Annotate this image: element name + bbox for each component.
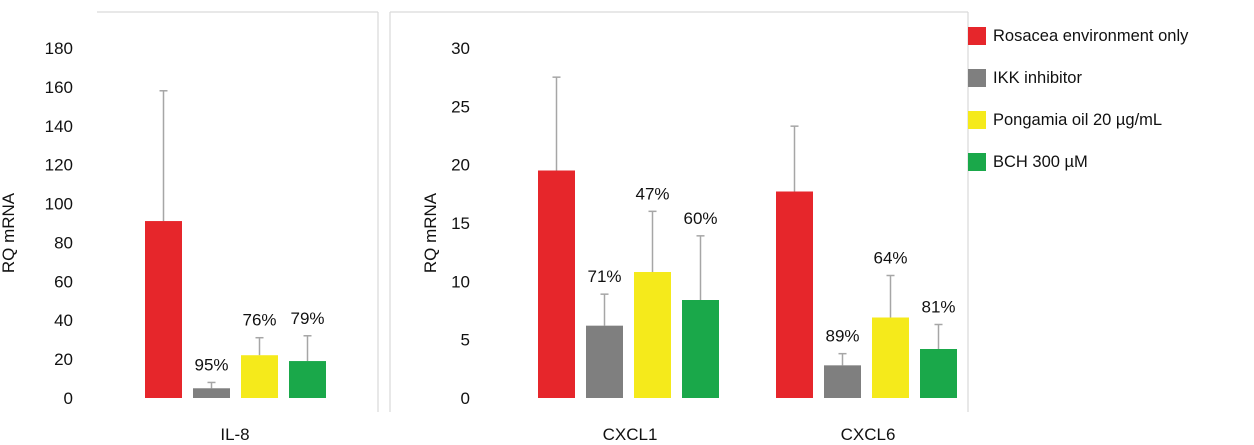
legend-swatch-pongamia <box>968 111 986 129</box>
legend-swatch-bch <box>968 153 986 171</box>
y-tick-label: 20 <box>54 350 73 369</box>
bar-bch-il-8 <box>289 361 326 398</box>
y-tick-label: 5 <box>461 331 470 350</box>
x-category-label-cxcl1: CXCL1 <box>603 425 658 444</box>
data-label-bch-cxcl6: 81% <box>921 298 955 317</box>
data-label-ikk-cxcl1: 71% <box>587 267 621 286</box>
y-tick-label: 0 <box>461 389 470 408</box>
y-tick-label: 0 <box>64 389 73 408</box>
data-label-pongamia-cxcl1: 47% <box>635 184 669 203</box>
y-tick-label: 15 <box>451 214 470 233</box>
bar-bch-cxcl1 <box>682 300 719 398</box>
y-tick-label: 100 <box>45 195 73 214</box>
data-label-ikk-il-8: 95% <box>194 355 228 374</box>
chart-panel-1: 0 20 40 60 80 100 120 140 160 180 RQ mRNA 95% 76% 79%… <box>0 39 326 444</box>
y-tick-label: 25 <box>451 97 470 116</box>
bar-rosacea-cxcl1 <box>538 170 575 398</box>
bar-pongamia-cxcl1 <box>634 272 671 398</box>
bar-bch-cxcl6 <box>920 349 957 398</box>
x-category-label-il-8: IL-8 <box>220 425 249 444</box>
y-tick-label: 160 <box>45 78 73 97</box>
y-tick-label: 40 <box>54 311 73 330</box>
chart-panel-2: 0 5 10 15 20 25 30 RQ mRNA 71% 47% 60% CXCL1 89% 64% 8… <box>421 39 957 444</box>
bar-ikk-cxcl1 <box>586 325 623 398</box>
legend-item-rosacea: Rosacea environment only <box>968 26 1252 46</box>
data-label-bch-il-8: 79% <box>290 309 324 328</box>
y-axis-label: RQ mRNA <box>421 192 440 273</box>
bar-rosacea-cxcl6 <box>776 191 813 398</box>
x-category-label-cxcl6: CXCL6 <box>841 425 896 444</box>
bar-ikk-cxcl6 <box>824 365 861 398</box>
y-tick-label: 140 <box>45 117 73 136</box>
data-label-ikk-cxcl6: 89% <box>825 327 859 346</box>
legend-label-bch: BCH 300 µM <box>993 152 1088 171</box>
legend: Rosacea environment only IKK inhibitor P… <box>968 26 1252 194</box>
y-tick-label: 20 <box>451 156 470 175</box>
legend-label-pongamia: Pongamia oil 20 µg/mL <box>993 110 1163 129</box>
data-label-bch-cxcl1: 60% <box>683 209 717 228</box>
legend-label-rosacea: Rosacea environment only <box>993 26 1189 45</box>
y-tick-label: 30 <box>451 39 470 58</box>
legend-swatch-rosacea <box>968 27 986 45</box>
bar-rosacea-il-8 <box>145 221 182 398</box>
legend-item-pongamia: Pongamia oil 20 µg/mL <box>968 110 1252 130</box>
bar-ikk-il-8 <box>193 388 230 398</box>
y-axis-label: RQ mRNA <box>0 192 18 273</box>
bar-pongamia-il-8 <box>241 355 278 398</box>
legend-item-bch: BCH 300 µM <box>968 152 1252 172</box>
y-tick-label: 180 <box>45 39 73 58</box>
legend-swatch-ikk <box>968 69 986 87</box>
y-tick-label: 120 <box>45 156 73 175</box>
y-tick-label: 80 <box>54 233 73 252</box>
data-label-pongamia-cxcl6: 64% <box>873 249 907 268</box>
bar-pongamia-cxcl6 <box>872 317 909 398</box>
legend-item-ikk: IKK inhibitor <box>968 68 1252 88</box>
data-label-pongamia-il-8: 76% <box>242 311 276 330</box>
y-tick-label: 10 <box>451 272 470 291</box>
y-tick-label: 60 <box>54 272 73 291</box>
legend-label-ikk: IKK inhibitor <box>993 68 1082 87</box>
